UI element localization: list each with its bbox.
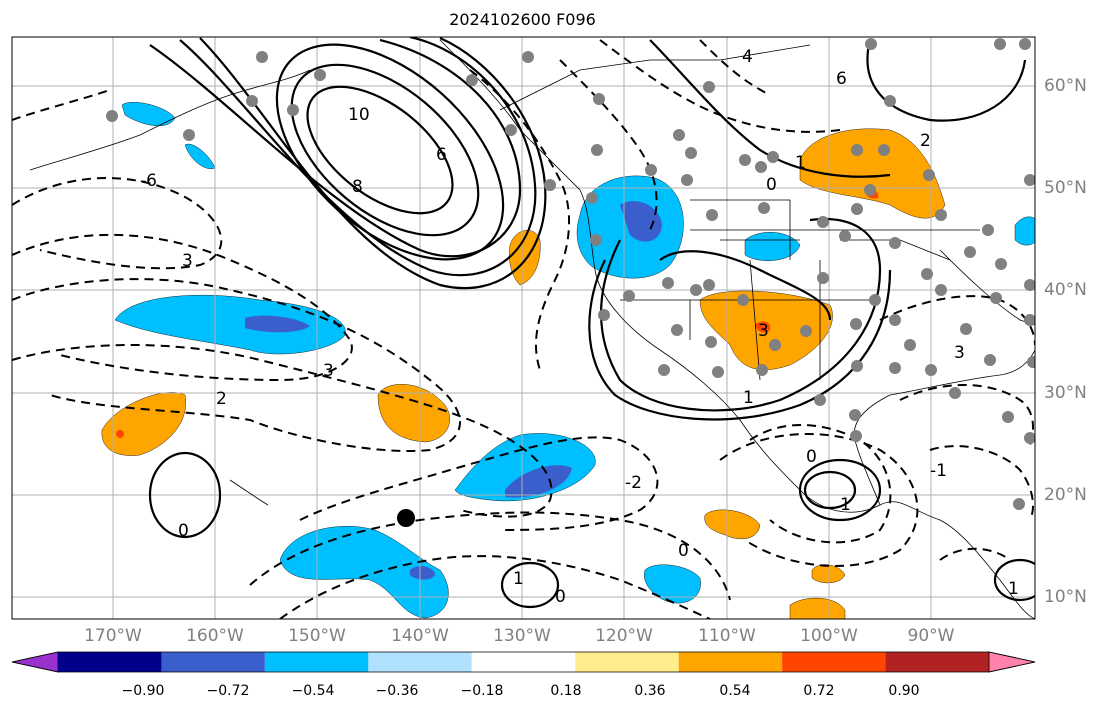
contour-label: 1 xyxy=(1008,579,1019,599)
map-title: 2024102600 F096 xyxy=(449,10,596,29)
colorbar-tick-label: 0.36 xyxy=(634,683,666,699)
lat-label: 50°N xyxy=(1044,178,1087,198)
contour-label: 2 xyxy=(216,389,227,409)
colorbar-tick-label: 0.54 xyxy=(719,683,751,699)
contour-label: 2 xyxy=(920,131,931,151)
contour-label: -2 xyxy=(625,473,642,493)
contour-label: 6 xyxy=(836,69,847,89)
map-frame xyxy=(11,36,1036,620)
lon-label: 120°W xyxy=(595,626,653,646)
positive-area xyxy=(789,597,846,619)
colorbar-segment xyxy=(264,652,369,672)
colorbar-segment xyxy=(678,652,783,672)
lon-label: 110°W xyxy=(698,626,756,646)
colorbar-outline xyxy=(11,651,1036,673)
colorbar-extend-max xyxy=(988,651,1036,673)
negative-area xyxy=(184,143,216,169)
colorbar-tick-label: 0.90 xyxy=(888,683,920,699)
positive-area xyxy=(101,392,186,456)
contour-label: 1 xyxy=(743,388,754,408)
contour-label: 3 xyxy=(954,343,965,363)
negative-area xyxy=(279,526,449,619)
colorbar-segment xyxy=(575,652,679,672)
lon-label: 150°W xyxy=(288,626,346,646)
positive-area xyxy=(799,128,946,219)
colorbar-extend-min xyxy=(11,651,59,673)
contour-label: 1 xyxy=(513,569,524,589)
lat-label: 40°N xyxy=(1044,280,1087,300)
contour-label: 4 xyxy=(742,47,753,67)
negative-area xyxy=(1014,216,1035,246)
lon-label: 160°W xyxy=(186,626,244,646)
contour-label: 0 xyxy=(555,587,566,607)
gridlines xyxy=(12,37,1035,619)
colorbar xyxy=(11,651,1036,673)
contour-label: 0 xyxy=(178,521,189,541)
positive-area xyxy=(509,230,541,286)
positive-area xyxy=(704,509,761,540)
lat-label: 20°N xyxy=(1044,485,1087,505)
lon-label: 130°W xyxy=(493,626,551,646)
contour-label: 0 xyxy=(678,541,689,561)
contour-label: 1 xyxy=(795,153,806,173)
colorbar-segment xyxy=(782,652,886,672)
colorbar-segment xyxy=(58,652,162,672)
dashed-contours xyxy=(12,39,1035,619)
lat-label: 60°N xyxy=(1044,76,1087,96)
colorbar-segment xyxy=(161,652,265,672)
lon-label: 100°W xyxy=(800,626,858,646)
negative-area xyxy=(620,201,662,242)
negative-area xyxy=(644,564,701,604)
coastlines xyxy=(29,39,1035,619)
colorbar-tick-label: 0.18 xyxy=(550,683,582,699)
colorbar-tick-label: −0.90 xyxy=(121,683,165,699)
contour-label: 8 xyxy=(352,177,363,197)
contour-label: 3 xyxy=(182,251,193,271)
contour-label: 0 xyxy=(766,175,777,195)
colorbar-tick-label: −0.18 xyxy=(460,683,504,699)
negative-area xyxy=(245,315,310,333)
colorbar-tick-label: −0.36 xyxy=(375,683,419,699)
contour-labels: 10 8 6 6 4 3 3 3 3 2 2 1 1 1 1 1 0 0 0 0… xyxy=(140,47,1019,607)
contour-label: 3 xyxy=(323,361,334,381)
colorbar-segment xyxy=(885,652,989,672)
lon-label: 90°W xyxy=(907,626,955,646)
negative-area xyxy=(121,102,176,127)
negative-area xyxy=(410,566,435,580)
contour-label: 3 xyxy=(758,321,769,341)
solid-contours xyxy=(148,37,1035,609)
positive-area xyxy=(377,384,450,443)
colorbar-tick-label: −0.72 xyxy=(206,683,250,699)
shading-layer xyxy=(101,102,1035,619)
colorbar-tick-label: 0.72 xyxy=(803,683,835,699)
contour-label: 1 xyxy=(840,495,851,515)
station-dots xyxy=(106,38,1035,510)
negative-area xyxy=(114,294,346,355)
contour-label: -6 xyxy=(140,171,157,191)
positive-area xyxy=(755,321,771,333)
contour-label: 10 xyxy=(348,105,370,125)
contour-label: 6 xyxy=(436,145,447,165)
contour-label: 0 xyxy=(806,447,817,467)
negative-area xyxy=(744,232,801,261)
contour-label: -1 xyxy=(930,461,947,481)
colorbar-segment xyxy=(471,652,576,672)
storm-center-marker xyxy=(397,509,415,527)
colorbar-segment xyxy=(368,652,472,672)
colorbar-tick-label: −0.54 xyxy=(291,683,335,699)
lat-label: 10°N xyxy=(1044,587,1087,607)
lat-label: 30°N xyxy=(1044,383,1087,403)
lon-label: 140°W xyxy=(391,626,449,646)
lon-label: 170°W xyxy=(84,626,142,646)
